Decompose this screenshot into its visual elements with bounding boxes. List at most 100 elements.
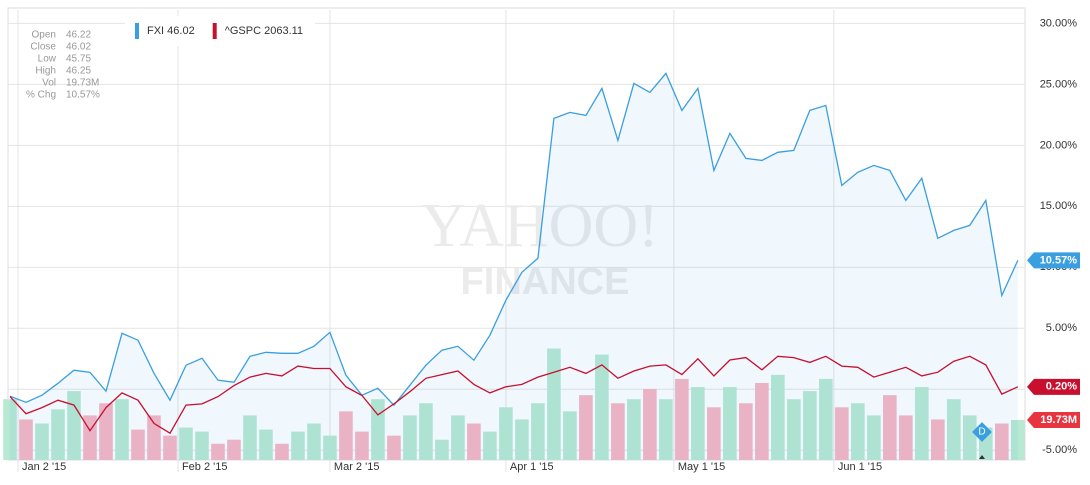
x-tick-label: Jun 1 '15 [838,461,882,473]
volume-bar [867,415,881,460]
volume-bar [275,443,289,460]
info-label: Close [30,42,56,53]
legend-label: ^GSPC 2063.11 [225,25,303,37]
event-diamond [972,422,992,442]
y-tick-label: -5.00% [1042,444,1077,456]
info-value: 45.75 [66,54,91,65]
info-label: Low [38,54,57,65]
volume-bar [243,415,257,460]
legend-box [125,16,315,46]
volume-bar [659,399,673,460]
volume-bar [707,407,721,460]
y-tick-label: 30.00% [1040,17,1078,29]
legend-swatch [135,23,139,39]
legend-label: FXI 46.02 [147,25,195,37]
volume-bar [3,399,17,460]
volume-bar [563,411,577,460]
event-pointer [979,455,985,459]
x-tick-label: Feb 2 '15 [182,461,228,473]
volume-bar [451,415,465,460]
info-label: Open [32,30,56,41]
volume-bar [51,409,65,460]
volume-bar [435,439,449,460]
volume-bar [899,415,913,460]
volume-bar [691,387,705,460]
volume-bar [851,403,865,460]
volume-bar [99,403,113,460]
volume-bar [403,415,417,460]
info-value: 46.02 [66,42,91,53]
volume-bar [259,429,273,460]
event-label: D [978,427,985,438]
volume-bar [467,423,481,460]
volume-bar [771,374,785,460]
volume-bar [755,382,769,460]
volume-bar [115,399,129,460]
volume-bar [67,391,81,460]
info-label: High [35,66,56,77]
volume-bar [915,387,929,460]
series-area [10,73,1018,461]
volume-bar [131,429,145,460]
volume-bar [227,439,241,460]
value-badge [1027,252,1080,269]
watermark: FINANCE [461,261,630,303]
volume-bar [643,389,657,460]
volume-bar [819,378,833,460]
volume-bar [787,399,801,460]
volume-bar [995,423,1009,460]
value-badge-label: 10.57% [1040,254,1078,266]
volume-bar [803,391,817,460]
y-tick-label: 15.00% [1040,200,1078,212]
info-label: Vol [42,78,56,89]
volume-bar [211,443,225,460]
info-value: 46.25 [66,66,91,77]
volume-bar [963,415,977,460]
info-value: 19.73M [66,78,99,89]
value-badge-label: 0.20% [1046,381,1077,393]
volume-bar [515,419,529,460]
volume-bar [531,403,545,460]
volume-bar [723,387,737,460]
volume-bar [323,435,337,460]
volume-bar [547,348,561,460]
x-tick-label: May 1 '15 [678,461,725,473]
series-line [9,355,1019,435]
volume-bar [163,435,177,460]
volume-bar [483,431,497,460]
volume-bar [675,378,689,460]
volume-bar [947,399,961,460]
value-badge [1027,378,1080,395]
volume-bar [579,395,593,460]
volume-bar [355,431,369,460]
watermark: YAHOO! [421,192,659,260]
volume-bar [931,419,945,460]
volume-bar [179,427,193,460]
y-tick-label: 25.00% [1040,78,1078,90]
volume-bar [499,407,513,460]
x-tick-label: Mar 2 '15 [334,461,380,473]
volume-bar [883,395,897,460]
volume-bar [739,403,753,460]
info-value: 10.57% [66,90,100,101]
info-value: 46.22 [66,30,91,41]
y-tick-label: 5.00% [1046,322,1077,334]
volume-bar [835,407,849,460]
volume-bar [1011,420,1025,460]
volume-bar [307,423,321,460]
value-badge-label: 19.73M [1040,414,1077,426]
volume-bar [19,419,33,460]
event-marker: D [972,422,992,459]
volume-bar [371,399,385,460]
value-badge [1027,412,1080,429]
volume-bar [35,423,49,460]
volume-bar [611,403,625,460]
volume-bar [291,431,305,460]
info-label: % Chg [26,90,56,101]
y-tick-label: 20.00% [1040,139,1078,151]
volume-bar [387,435,401,460]
x-tick-label: Apr 1 '15 [510,461,554,473]
volume-bar [147,415,161,460]
volume-bar [595,354,609,460]
